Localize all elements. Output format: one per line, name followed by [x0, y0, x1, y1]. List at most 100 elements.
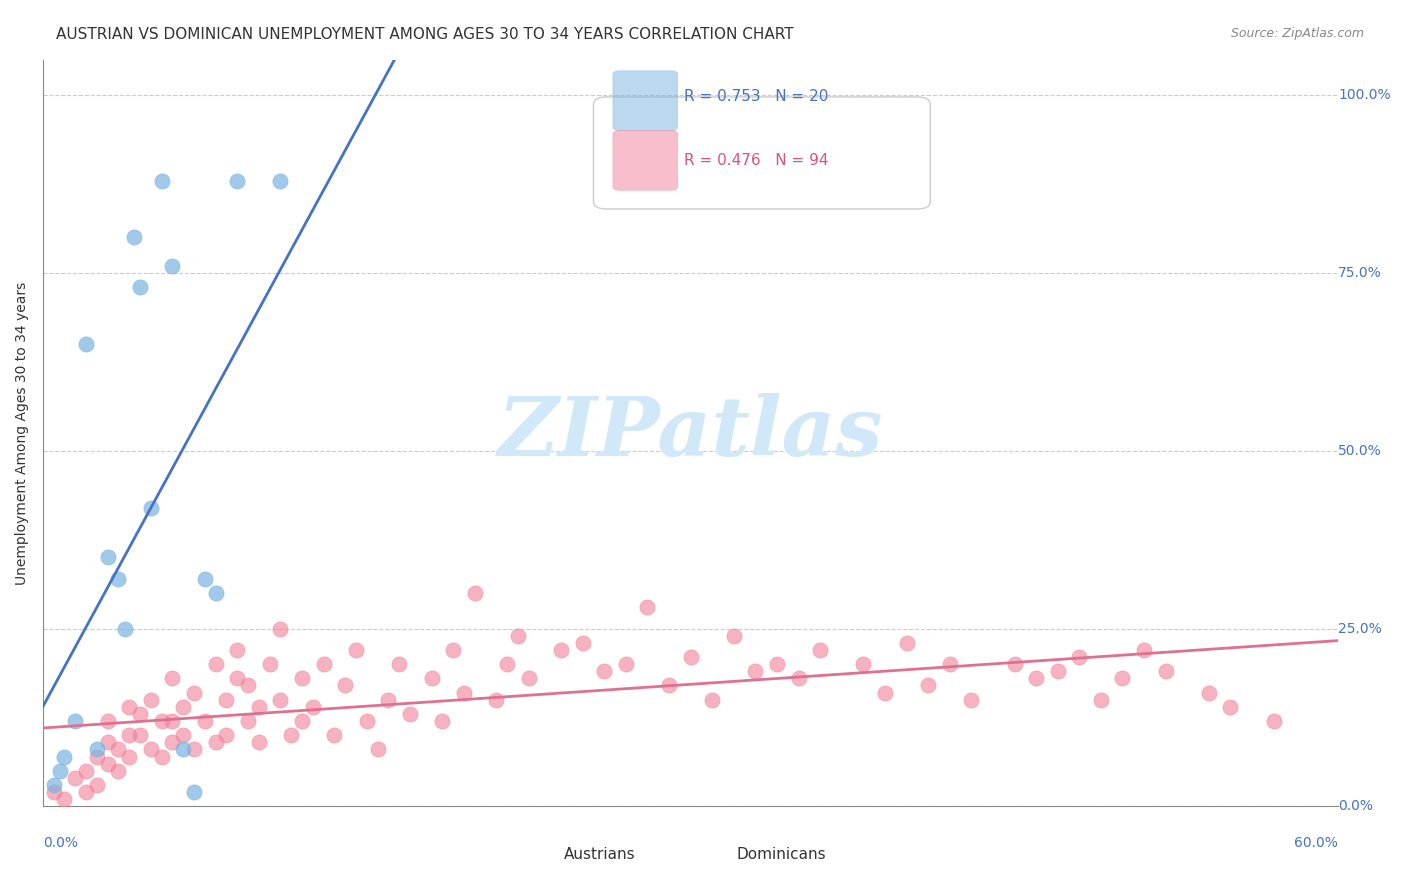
Point: [139, 500, 162, 515]
Point: [97, 714, 120, 728]
Text: ZIPatlas: ZIPatlas: [498, 393, 883, 473]
Point: [97, 550, 120, 565]
FancyBboxPatch shape: [613, 70, 678, 130]
Point: [150, 749, 173, 764]
Point: [896, 636, 918, 650]
Point: [496, 657, 519, 672]
Point: [917, 678, 939, 692]
Point: [42, 778, 65, 792]
Point: [441, 643, 464, 657]
Point: [938, 657, 960, 672]
Text: 60.0%: 60.0%: [1295, 837, 1339, 850]
Point: [593, 665, 616, 679]
Point: [377, 692, 399, 706]
Point: [333, 678, 356, 692]
Point: [344, 643, 367, 657]
Point: [215, 692, 238, 706]
Point: [247, 735, 270, 749]
Point: [517, 671, 540, 685]
Point: [236, 714, 259, 728]
Point: [226, 173, 249, 187]
Point: [65, 771, 87, 785]
Point: [356, 714, 378, 728]
Point: [107, 572, 129, 586]
Point: [744, 665, 766, 679]
FancyBboxPatch shape: [613, 130, 678, 190]
Point: [1263, 714, 1285, 728]
Point: [150, 714, 173, 728]
Point: [162, 735, 184, 749]
Point: [162, 259, 184, 273]
Point: [420, 671, 443, 685]
Point: [399, 706, 422, 721]
Point: [183, 685, 205, 699]
Point: [86, 742, 108, 756]
Point: [464, 586, 486, 600]
Point: [194, 714, 217, 728]
Point: [432, 714, 454, 728]
Text: 100.0%: 100.0%: [1339, 88, 1391, 103]
Text: Dominicans: Dominicans: [737, 847, 827, 863]
Point: [194, 572, 217, 586]
Point: [658, 678, 681, 692]
FancyBboxPatch shape: [593, 97, 931, 209]
FancyBboxPatch shape: [675, 835, 725, 860]
Point: [723, 629, 745, 643]
Point: [204, 735, 226, 749]
Text: 50.0%: 50.0%: [1339, 444, 1382, 458]
Point: [291, 714, 314, 728]
Point: [312, 657, 335, 672]
Point: [53, 749, 76, 764]
Point: [49, 764, 72, 778]
Point: [388, 657, 411, 672]
Point: [75, 785, 97, 799]
Point: [1198, 685, 1220, 699]
Point: [960, 692, 983, 706]
Point: [139, 742, 162, 756]
Point: [367, 742, 389, 756]
Point: [172, 742, 194, 756]
Point: [852, 657, 875, 672]
Point: [53, 792, 76, 806]
Point: [65, 714, 87, 728]
Point: [114, 622, 136, 636]
Text: AUSTRIAN VS DOMINICAN UNEMPLOYMENT AMONG AGES 30 TO 34 YEARS CORRELATION CHART: AUSTRIAN VS DOMINICAN UNEMPLOYMENT AMONG…: [56, 27, 794, 42]
Point: [204, 657, 226, 672]
Text: 25.0%: 25.0%: [1339, 622, 1382, 636]
Point: [280, 728, 302, 742]
Point: [97, 735, 120, 749]
FancyBboxPatch shape: [526, 835, 576, 860]
Point: [129, 728, 152, 742]
Point: [679, 650, 702, 665]
Point: [453, 685, 475, 699]
Point: [183, 742, 205, 756]
Point: [808, 643, 831, 657]
Point: [107, 764, 129, 778]
Point: [1069, 650, 1091, 665]
Point: [1154, 665, 1177, 679]
Point: [107, 742, 129, 756]
Point: [86, 749, 108, 764]
Point: [614, 657, 637, 672]
Text: 0.0%: 0.0%: [44, 837, 77, 850]
Point: [485, 692, 508, 706]
Point: [118, 699, 141, 714]
Point: [1004, 657, 1026, 672]
Point: [247, 699, 270, 714]
Point: [226, 671, 249, 685]
Point: [118, 749, 141, 764]
Point: [323, 728, 346, 742]
Point: [766, 657, 789, 672]
Point: [787, 671, 810, 685]
Point: [86, 778, 108, 792]
Point: [162, 671, 184, 685]
Point: [550, 643, 572, 657]
Point: [183, 785, 205, 799]
Point: [162, 714, 184, 728]
Text: R = 0.753   N = 20: R = 0.753 N = 20: [685, 89, 828, 104]
Point: [269, 622, 291, 636]
Point: [226, 643, 249, 657]
Point: [129, 706, 152, 721]
Point: [75, 764, 97, 778]
Text: Austrians: Austrians: [564, 847, 636, 863]
